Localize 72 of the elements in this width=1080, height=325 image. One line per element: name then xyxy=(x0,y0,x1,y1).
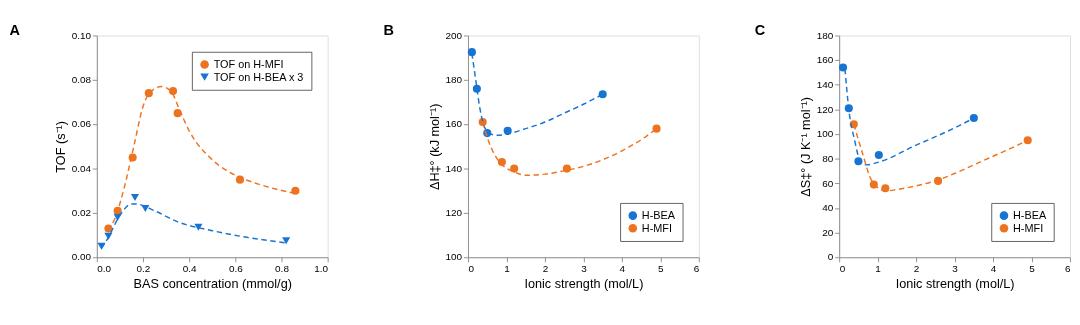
point xyxy=(844,104,853,113)
x-tick-label: 4 xyxy=(990,263,997,275)
chart-title: B xyxy=(383,21,394,38)
y-tick-label: 120 xyxy=(816,103,834,115)
x-tick-label: 3 xyxy=(581,263,588,275)
y-axis-title: TOF (s⁻¹) xyxy=(54,121,69,173)
x-tick-label: 0 xyxy=(468,263,475,275)
y-tick-label: 0.10 xyxy=(71,29,92,41)
legend-label: H-MFI xyxy=(641,221,672,234)
legend-label: TOF on H-BEA x 3 xyxy=(213,70,304,83)
x-tick-label: 1.0 xyxy=(314,263,329,275)
y-tick-label: 200 xyxy=(445,29,463,41)
x-tick-label: 1 xyxy=(504,263,511,275)
x-axis-title: Ionic strength (mol/L) xyxy=(895,276,1015,291)
x-tick-label: 5 xyxy=(658,263,665,275)
x-tick-label: 6 xyxy=(693,263,700,275)
y-tick-label: 0.02 xyxy=(71,207,92,219)
x-tick-label: 5 xyxy=(1029,263,1036,275)
point xyxy=(881,184,890,193)
x-tick-label: 0.2 xyxy=(136,263,151,275)
y-axis-title: ΔS‡° (J K⁻¹ mol⁻¹) xyxy=(799,97,814,197)
point xyxy=(510,164,519,173)
x-tick-label: 4 xyxy=(619,263,626,275)
point xyxy=(869,180,878,189)
x-axis-title: Ionic strength (mol/L) xyxy=(524,276,644,291)
legend-label: H-BEA xyxy=(641,209,676,222)
x-axis-title: BAS concentration (mmol/g) xyxy=(133,276,292,291)
legend-label: H-MFI xyxy=(1013,221,1044,234)
y-tick-label: 140 xyxy=(816,78,834,90)
y-tick-label: 180 xyxy=(816,29,834,41)
point xyxy=(1023,136,1032,145)
x-tick-label: 0 xyxy=(839,263,846,275)
point xyxy=(969,114,978,123)
y-tick-label: 140 xyxy=(445,162,463,174)
x-tick-label: 0.4 xyxy=(182,263,198,275)
y-tick-label: 80 xyxy=(822,152,834,164)
point xyxy=(598,90,607,99)
point xyxy=(652,124,661,133)
x-tick-label: 0.6 xyxy=(228,263,244,275)
legend-label: H-BEA xyxy=(1013,209,1047,222)
x-tick-label: 1 xyxy=(875,263,882,275)
x-tick-label: 0.8 xyxy=(275,263,290,275)
point xyxy=(503,126,512,135)
y-axis-title: ΔH‡° (kJ mol⁻¹) xyxy=(428,103,443,191)
chart-title: A xyxy=(9,21,21,38)
x-tick-label: 3 xyxy=(952,263,959,275)
y-tick-label: 160 xyxy=(445,118,463,130)
y-tick-label: 0 xyxy=(827,251,834,263)
y-tick-label: 100 xyxy=(816,128,834,140)
x-tick-label: 2 xyxy=(542,263,549,275)
point xyxy=(472,84,481,93)
x-tick-label: 6 xyxy=(1064,263,1071,275)
y-tick-label: 100 xyxy=(445,251,463,263)
y-tick-label: 0.08 xyxy=(71,74,92,86)
point xyxy=(497,157,506,166)
point xyxy=(838,63,848,72)
point xyxy=(562,164,571,173)
y-tick-label: 0.00 xyxy=(71,251,92,263)
point xyxy=(467,48,476,57)
y-tick-label: 0.06 xyxy=(71,118,92,130)
y-tick-label: 160 xyxy=(816,54,834,66)
x-tick-label: 2 xyxy=(913,263,920,275)
y-tick-label: 120 xyxy=(445,207,463,219)
point xyxy=(874,150,883,160)
y-tick-label: 180 xyxy=(445,74,463,86)
chart-title: C xyxy=(754,21,766,38)
y-tick-label: 20 xyxy=(822,226,834,238)
legend-label: TOF on H-MFI xyxy=(213,58,284,71)
y-tick-label: 60 xyxy=(822,177,834,189)
x-tick-label: 0.0 xyxy=(97,263,112,275)
y-tick-label: 40 xyxy=(822,202,834,214)
y-tick-label: 0.04 xyxy=(71,162,92,174)
